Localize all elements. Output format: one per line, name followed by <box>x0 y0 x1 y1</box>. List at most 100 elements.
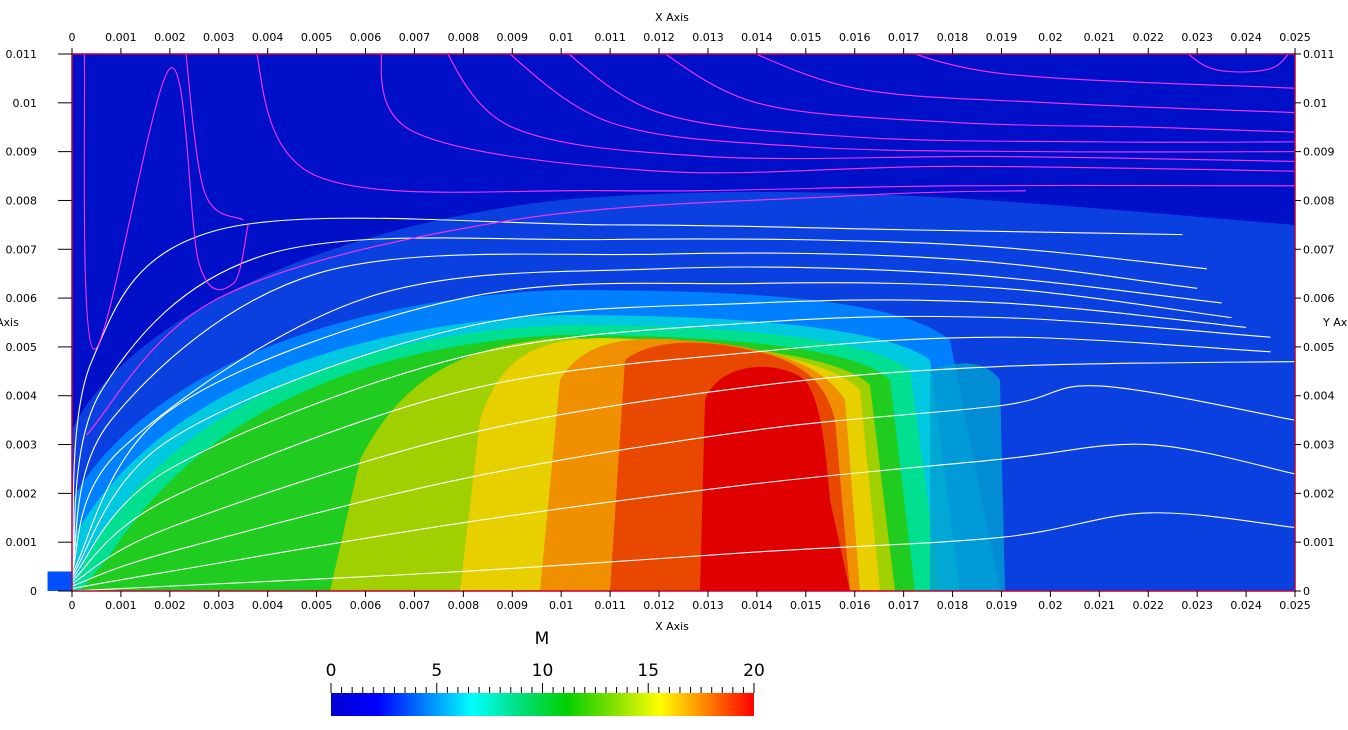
y-tick-label-right: 0.009 <box>1303 146 1335 159</box>
x-tick-label-bottom: 0.015 <box>790 599 822 612</box>
inlet-region <box>47 571 72 591</box>
streamline <box>72 282 1232 575</box>
x-tick-label-top: 0.01 <box>549 31 574 44</box>
y-tick-label-right: 0.005 <box>1303 341 1335 354</box>
y-tick-label-left: 0.003 <box>6 439 38 452</box>
x-tick-label-top: 0.004 <box>252 31 284 44</box>
y-tick-label-left: 0.009 <box>6 146 38 159</box>
y-tick-label-left: 0.01 <box>13 97 38 110</box>
x-axis-bottom: 0 0.001 0.002 0.003 0.004 0.005 0.006 0.007 0.00… <box>69 591 1311 612</box>
x-tick-label-top: 0.005 <box>301 31 333 44</box>
white-streamlines <box>72 217 1295 591</box>
x-tick-label-top: 0.016 <box>839 31 871 44</box>
y-tick-label-right: 0.011 <box>1303 48 1335 61</box>
x-tick-label-top: 0.023 <box>1181 31 1213 44</box>
x-tick-label-bottom: 0.023 <box>1181 599 1213 612</box>
x-tick-label-top: 0.018 <box>937 31 969 44</box>
y-tick-label-right: 0 <box>1303 585 1310 598</box>
x-tick-label-top: 0.015 <box>790 31 822 44</box>
x-tick-label-bottom: 0.011 <box>594 599 626 612</box>
x-tick-label-top: 0.006 <box>350 31 382 44</box>
y-tick-label-right: 0.001 <box>1303 536 1335 549</box>
colorbar: M 0 5 10 15 20 <box>326 629 765 716</box>
streamline <box>72 217 1183 572</box>
streamline <box>72 336 1271 582</box>
x-tick-label-top: 0.021 <box>1084 31 1116 44</box>
y-axis-title-left: Axis <box>0 316 19 329</box>
y-axis-title-right: Y Ax <box>1322 316 1348 329</box>
x-tick-label-bottom: 0.016 <box>839 599 871 612</box>
x-tick-label-top: 0.02 <box>1038 31 1063 44</box>
y-tick-label-right: 0.006 <box>1303 292 1335 305</box>
x-tick-label-bottom: 0.012 <box>643 599 675 612</box>
x-tick-label-top: 0.002 <box>154 31 186 44</box>
plot-frame <box>71 53 1296 592</box>
y-tick-label-left: 0.008 <box>6 194 38 207</box>
x-tick-label-top: 0.017 <box>888 31 920 44</box>
y-tick-label-left: 0.011 <box>6 48 38 61</box>
streamline <box>72 252 1198 572</box>
x-tick-label-bottom: 0.009 <box>497 599 529 612</box>
streamline <box>380 54 1295 174</box>
y-tick-label-left: 0.005 <box>6 341 38 354</box>
streamline <box>754 54 1295 114</box>
x-tick-label-top: 0 <box>69 31 76 44</box>
colorbar-tick-label: 5 <box>431 661 442 681</box>
x-axis-top: 0 0.001 0.002 0.003 0.004 0.005 0.006 0.007 0.00… <box>69 31 1311 54</box>
streamline <box>509 54 1295 153</box>
streamline <box>256 54 1295 193</box>
x-tick-label-bottom: 0.007 <box>399 599 431 612</box>
x-tick-label-bottom: 0.013 <box>692 599 724 612</box>
colorbar-tick-label: 20 <box>743 661 765 681</box>
y-tick-label-left: 0.007 <box>6 243 38 256</box>
x-axis-title-bottom: X Axis <box>655 620 689 633</box>
field-layer-teal-band <box>930 363 1005 591</box>
x-tick-label-top: 0.009 <box>497 31 529 44</box>
x-tick-label-top: 0.022 <box>1132 31 1164 44</box>
colorbar-tick-label: 10 <box>532 661 554 681</box>
x-tick-label-bottom: 0.004 <box>252 599 284 612</box>
streamline <box>86 190 1026 436</box>
x-tick-label-top: 0.001 <box>105 31 137 44</box>
x-tick-label-bottom: 0.021 <box>1084 599 1116 612</box>
streamline <box>72 443 1295 590</box>
x-tick-label-bottom: 0.024 <box>1230 599 1262 612</box>
y-axis-right: 0 0.001 0.002 0.003 0.004 0.005 0.006 0.007 0.00… <box>1295 48 1335 598</box>
streamline <box>1187 54 1289 73</box>
streamline <box>568 54 1295 143</box>
streamline <box>185 54 244 221</box>
y-tick-label-left: 0.002 <box>6 487 38 500</box>
streamline <box>72 385 1295 587</box>
x-tick-label-bottom: 0.01 <box>549 599 574 612</box>
streamline <box>72 361 1295 585</box>
x-tick-label-bottom: 0.02 <box>1038 599 1063 612</box>
x-tick-label-top: 0.008 <box>448 31 480 44</box>
magenta-streamlines <box>83 54 1295 436</box>
streamline <box>72 315 1271 580</box>
streamline <box>72 237 1207 572</box>
x-tick-label-bottom: 0.003 <box>203 599 235 612</box>
colorbar-ticks: 0 5 10 15 20 <box>326 661 765 693</box>
x-tick-label-bottom: 0 <box>69 599 76 612</box>
x-tick-label-top: 0.007 <box>399 31 431 44</box>
y-tick-label-right: 0.008 <box>1303 194 1335 207</box>
y-axis-left: 0 0.001 0.002 0.003 0.004 0.005 0.006 0.007 0.00… <box>6 48 72 598</box>
x-tick-label-bottom: 0.002 <box>154 599 186 612</box>
x-tick-label-bottom: 0.022 <box>1132 599 1164 612</box>
x-tick-label-top: 0.014 <box>741 31 773 44</box>
x-tick-label-bottom: 0.017 <box>888 599 920 612</box>
y-tick-label-left: 0.004 <box>6 390 38 403</box>
x-tick-label-bottom: 0.005 <box>301 599 333 612</box>
colorbar-title: M <box>535 629 550 649</box>
streamline <box>447 54 1295 162</box>
x-tick-label-bottom: 0.025 <box>1279 599 1311 612</box>
streamline <box>72 266 1222 572</box>
streamline <box>72 512 1295 591</box>
x-tick-label-top: 0.013 <box>692 31 724 44</box>
colorbar-tick-label: 0 <box>326 661 337 681</box>
x-tick-label-bottom: 0.018 <box>937 599 969 612</box>
x-tick-label-bottom: 0.019 <box>986 599 1018 612</box>
x-tick-label-top: 0.011 <box>594 31 626 44</box>
x-axis-title-top: X Axis <box>655 11 689 24</box>
